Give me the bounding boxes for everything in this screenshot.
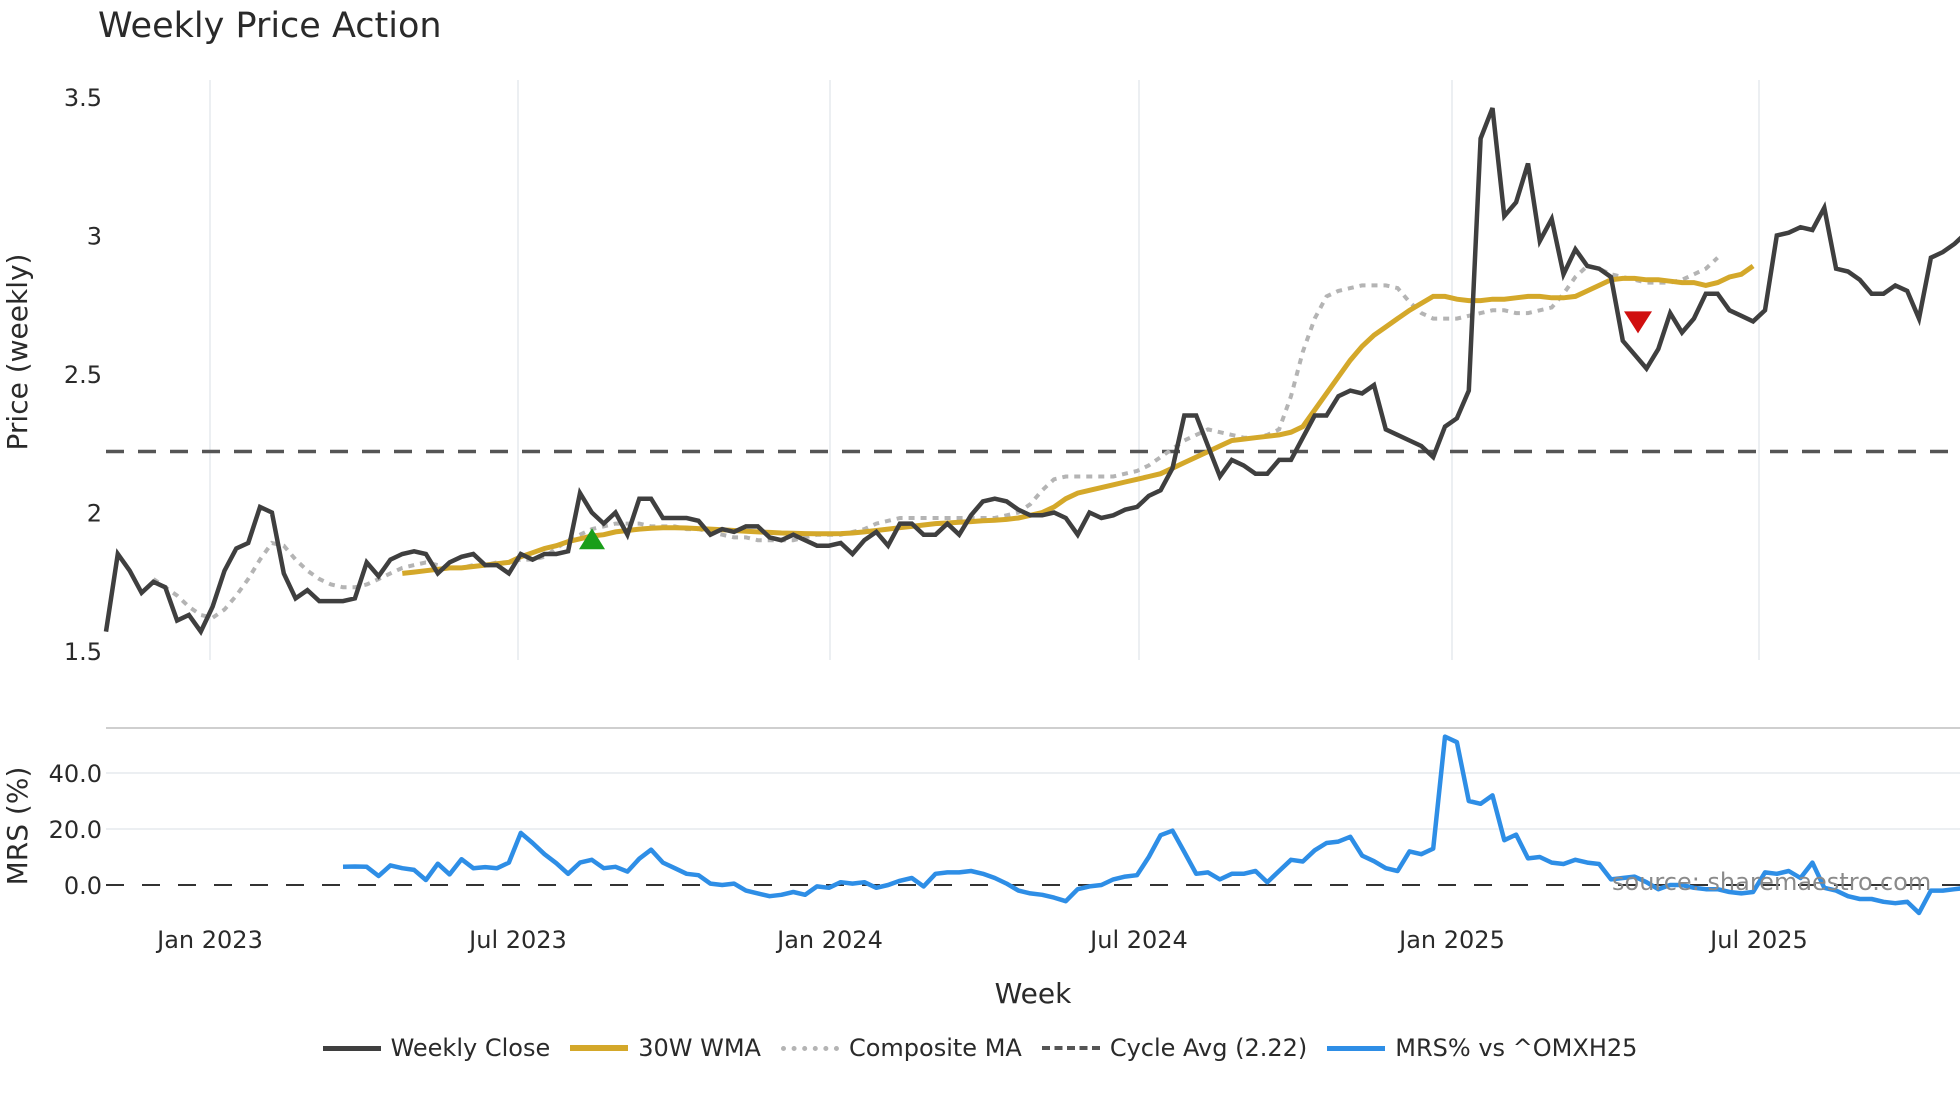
legend-item-30w-wma[interactable]: 30W WMA [570, 1034, 761, 1062]
legend-label: Composite MA [848, 1034, 1022, 1062]
mrs-tick-label: 40.0 [49, 760, 102, 788]
legend-item-composite-ma[interactable]: Composite MA [780, 1034, 1022, 1062]
price-tick-label: 1.5 [64, 638, 102, 666]
mrs-tick-label: 20.0 [49, 816, 102, 844]
x-tick-label: Jan 2023 [155, 926, 263, 954]
legend-item-cycle-avg[interactable]: Cycle Avg (2.22) [1041, 1034, 1308, 1062]
grid-lines [106, 80, 1960, 830]
mrs-tick-label: 0.0 [64, 872, 102, 900]
mrs-line [342, 734, 1960, 916]
price-tick-label: 3 [87, 223, 102, 251]
legend-label: Cycle Avg (2.22) [1109, 1034, 1308, 1062]
x-tick-label: Jul 2024 [1088, 926, 1188, 954]
x-axis-title: Week [995, 977, 1072, 1010]
price-tick-label: 2.5 [64, 361, 102, 389]
x-tick-label: Jul 2025 [1708, 926, 1808, 954]
chart-title: Weekly Price Action [98, 6, 442, 46]
price-tick-label: 3.5 [64, 84, 102, 112]
legend-swatch-solid-dark-icon [322, 1045, 381, 1051]
legend-swatch-dotted-gray-icon [780, 1045, 839, 1051]
legend-label: MRS% vs ^OMXH25 [1395, 1034, 1638, 1062]
source-watermark: source: sharemaestro.com [1612, 868, 1931, 896]
legend-swatch-dashed-gray-icon [1041, 1046, 1100, 1050]
weekly-close-line [103, 107, 1960, 637]
legend-label: 30W WMA [638, 1034, 761, 1062]
legend-item-mrs[interactable]: MRS% vs ^OMXH25 [1327, 1034, 1637, 1062]
composite-ma-line [152, 256, 1719, 620]
legend-swatch-solid-gold-icon [570, 1045, 629, 1051]
legend-swatch-solid-blue-icon [1327, 1045, 1386, 1051]
x-tick-label: Jan 2024 [775, 926, 883, 954]
price-axis-ticks: 3.5 3 2.5 2 1.5 [64, 84, 102, 666]
legend-label: Weekly Close [390, 1034, 551, 1062]
price-tick-label: 2 [87, 500, 102, 528]
legend: Weekly Close 30W WMA Composite MA Cycle … [0, 1034, 1960, 1062]
sell-signal-triangle-down-icon [1624, 311, 1652, 334]
mrs-axis-title: MRS (%) [1, 767, 34, 886]
price-axis-title: Price (weekly) [1, 254, 34, 451]
buy-signal-triangle-up-icon [579, 528, 605, 550]
x-axis-ticks: Jan 2023 Jul 2023 Jan 2024 Jul 2024 Jan 2025… [155, 926, 1808, 954]
x-tick-label: Jul 2023 [467, 926, 567, 954]
mrs-axis-ticks: 40.0 20.0 0.0 [49, 760, 102, 900]
legend-item-weekly-close[interactable]: Weekly Close [322, 1034, 551, 1062]
x-tick-label: Jan 2025 [1397, 926, 1505, 954]
